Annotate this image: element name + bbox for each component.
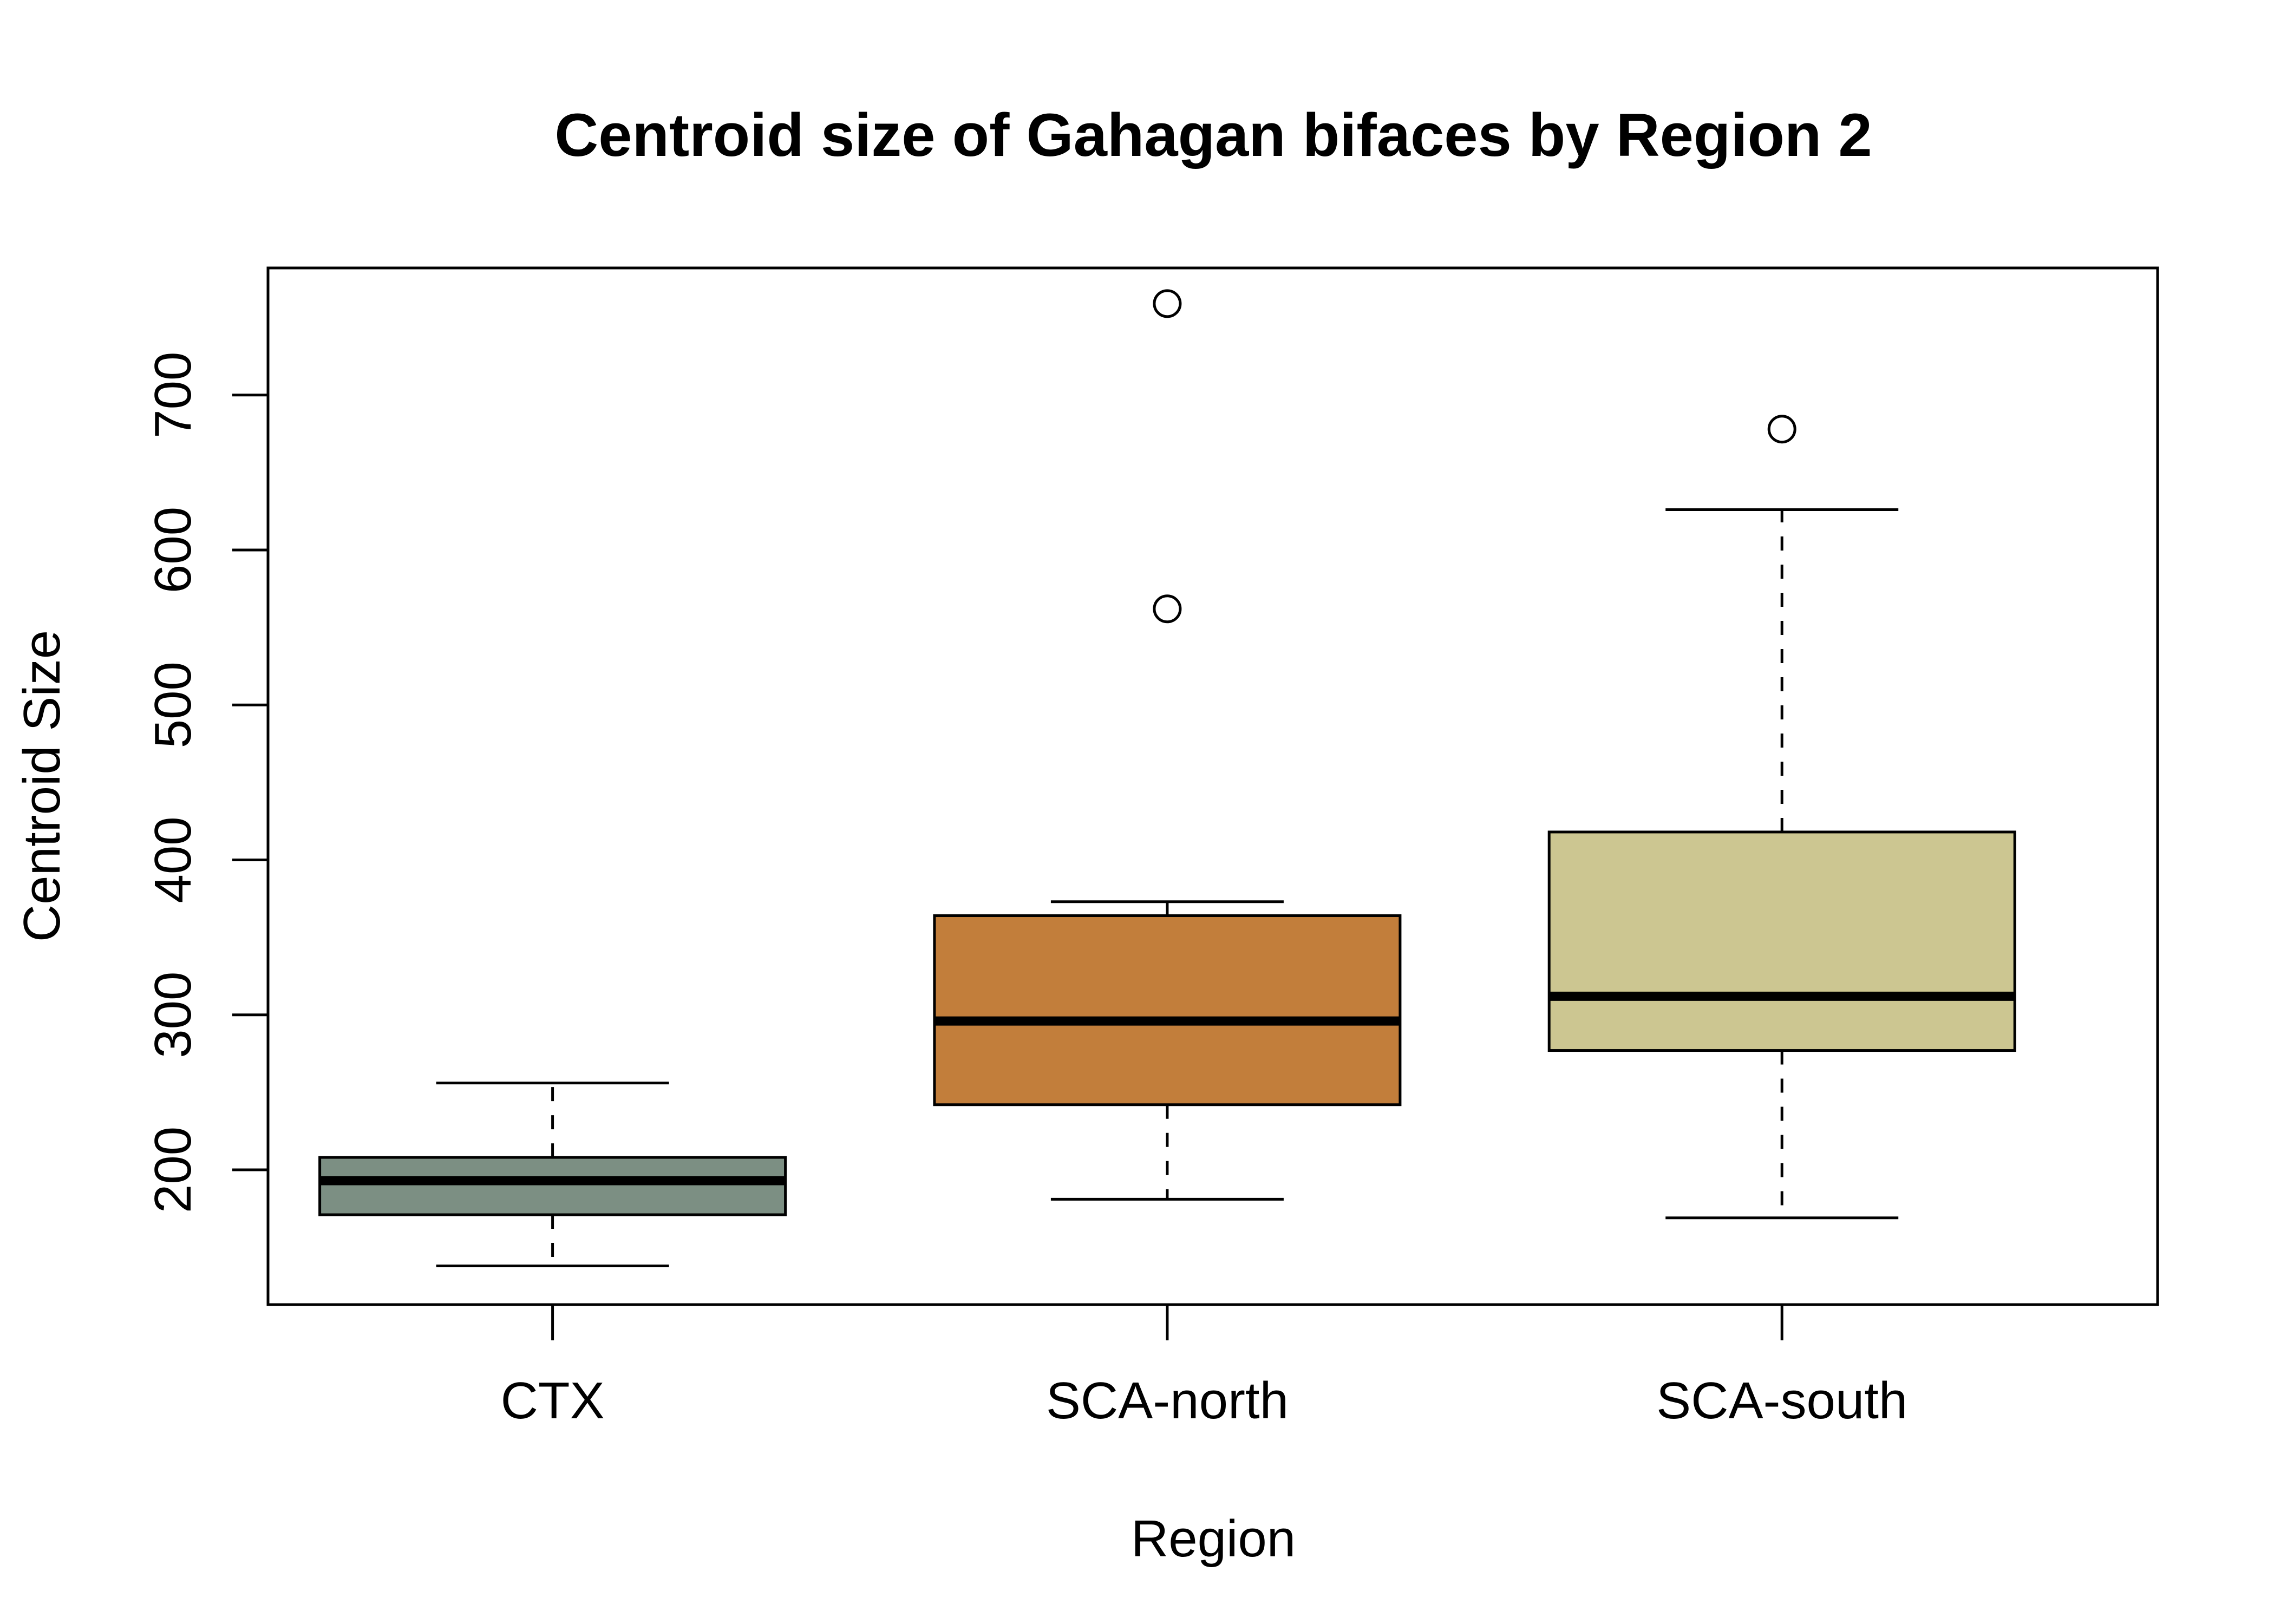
x-axis-label: Region: [1131, 1510, 1296, 1568]
iqr-box: [933, 914, 1402, 1106]
y-axis-label: Centroid Size: [13, 630, 71, 942]
y-tick-label: 700: [144, 352, 202, 438]
x-tick-label-sca-south: SCA-south: [1656, 1372, 1907, 1430]
y-tick-label: 600: [144, 507, 202, 593]
y-tick-label: 400: [144, 816, 202, 903]
y-tick-label: 500: [144, 662, 202, 748]
y-tick-label: 300: [144, 972, 202, 1058]
x-axis: CTX SCA-north SCA-south: [501, 1305, 1907, 1430]
box-sca-north: [933, 289, 1402, 1201]
outlier-point: [1767, 415, 1796, 444]
y-axis: 200 300 400 500 600 700: [144, 352, 270, 1213]
box-sca-south: [1547, 415, 2016, 1220]
iqr-box: [1547, 830, 2016, 1052]
x-tick-label-sca-north: SCA-north: [1046, 1372, 1289, 1430]
x-tick-label-ctx: CTX: [501, 1372, 605, 1430]
y-tick-label: 200: [144, 1127, 202, 1213]
boxes-group: [318, 289, 2016, 1267]
iqr-box: [318, 1156, 787, 1216]
outlier-point: [1153, 289, 1182, 318]
outlier-point: [1153, 594, 1182, 624]
box-ctx: [318, 1082, 787, 1267]
chart-title: Centroid size of Gahagan bifaces by Regi…: [554, 101, 1872, 169]
